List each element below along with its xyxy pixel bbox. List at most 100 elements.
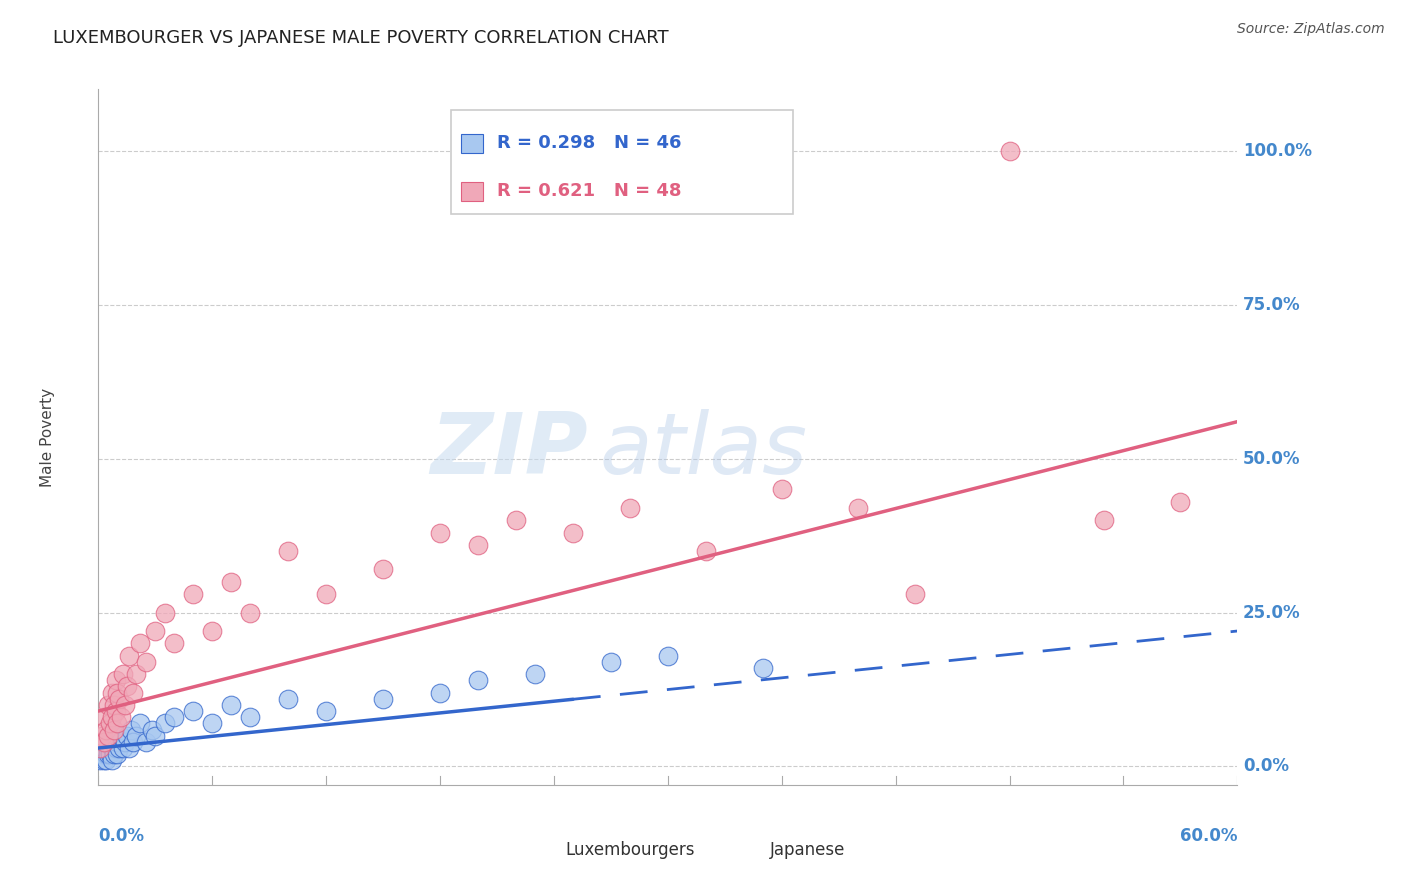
Point (107, 747, 129, 761)
Point (129, 636, 152, 650)
Point (129, 716, 152, 731)
Point (114, 698, 136, 712)
Point (600, 655, 623, 669)
Text: 50.0%: 50.0% (1243, 450, 1301, 467)
Point (94, 723, 117, 737)
Point (619, 500, 641, 515)
Point (93, 741, 115, 756)
Point (153, 606, 176, 620)
Point (145, 729, 167, 743)
Point (201, 624, 224, 638)
Text: LUXEMBOURGER VS JAPANESE MALE POVERTY CORRELATION CHART: LUXEMBOURGER VS JAPANESE MALE POVERTY CO… (53, 29, 668, 47)
Text: ZIP: ZIP (430, 409, 588, 492)
Point (562, 525, 585, 540)
Point (121, 685, 143, 699)
Point (93, 753, 115, 767)
Point (1170, 494, 1192, 508)
Point (94, 747, 117, 761)
Text: 60.0%: 60.0% (1180, 827, 1237, 845)
Point (239, 606, 262, 620)
Point (118, 648, 141, 663)
FancyBboxPatch shape (451, 110, 793, 214)
Point (97, 747, 120, 761)
Point (104, 729, 127, 743)
FancyBboxPatch shape (461, 182, 482, 202)
Point (121, 735, 143, 749)
Point (505, 513, 527, 527)
Point (97, 698, 120, 712)
Text: 0.0%: 0.0% (98, 827, 145, 845)
Point (103, 698, 125, 712)
Text: atlas: atlas (599, 409, 807, 492)
Point (201, 716, 224, 731)
Point (695, 544, 717, 558)
Point (125, 667, 148, 681)
Point (429, 685, 451, 699)
Point (100, 710, 122, 724)
Text: R = 0.298   N = 46: R = 0.298 N = 46 (496, 135, 681, 153)
Point (467, 673, 489, 688)
Text: 75.0%: 75.0% (1243, 296, 1301, 314)
Point (100, 741, 122, 756)
Point (770, 483, 793, 497)
Point (998, 144, 1021, 158)
Point (94, 753, 117, 767)
FancyBboxPatch shape (737, 847, 765, 863)
Point (91, 747, 114, 761)
Point (91, 729, 114, 743)
Point (93, 710, 115, 724)
Point (145, 624, 167, 638)
Point (315, 587, 337, 601)
FancyBboxPatch shape (531, 847, 560, 863)
Point (163, 710, 186, 724)
Point (93, 735, 115, 749)
Point (98, 735, 121, 749)
Point (100, 753, 122, 767)
Point (107, 685, 129, 699)
Point (118, 741, 141, 756)
Point (153, 716, 176, 731)
Point (221, 698, 243, 712)
Point (846, 500, 869, 515)
Point (98, 747, 121, 761)
Text: 0.0%: 0.0% (1243, 757, 1289, 775)
Point (163, 636, 186, 650)
Point (89, 741, 111, 756)
Point (110, 710, 132, 724)
Text: R = 0.621   N = 48: R = 0.621 N = 48 (496, 183, 681, 201)
Point (115, 729, 138, 743)
Point (108, 691, 131, 706)
Point (183, 704, 205, 718)
Point (904, 587, 927, 601)
Point (104, 704, 127, 718)
Point (277, 691, 299, 706)
Point (221, 574, 243, 589)
Point (141, 723, 163, 737)
Text: Source: ZipAtlas.com: Source: ZipAtlas.com (1237, 22, 1385, 37)
Point (108, 741, 131, 756)
Point (315, 704, 337, 718)
Point (277, 544, 299, 558)
Point (371, 562, 394, 576)
Point (371, 691, 394, 706)
Point (429, 525, 451, 540)
Point (112, 741, 135, 756)
Point (524, 667, 547, 681)
Text: Luxembourgers: Luxembourgers (565, 841, 695, 859)
Point (104, 673, 127, 688)
Point (110, 729, 132, 743)
Text: Male Poverty: Male Poverty (39, 387, 55, 487)
Point (657, 648, 679, 663)
Text: 100.0%: 100.0% (1243, 142, 1312, 160)
Point (752, 661, 775, 675)
Text: 25.0%: 25.0% (1243, 604, 1301, 622)
Point (135, 735, 157, 749)
Point (103, 723, 125, 737)
Point (114, 735, 136, 749)
Point (183, 587, 205, 601)
Point (100, 685, 122, 699)
Point (120, 723, 142, 737)
FancyBboxPatch shape (461, 134, 482, 153)
Point (112, 667, 135, 681)
Point (107, 735, 129, 749)
